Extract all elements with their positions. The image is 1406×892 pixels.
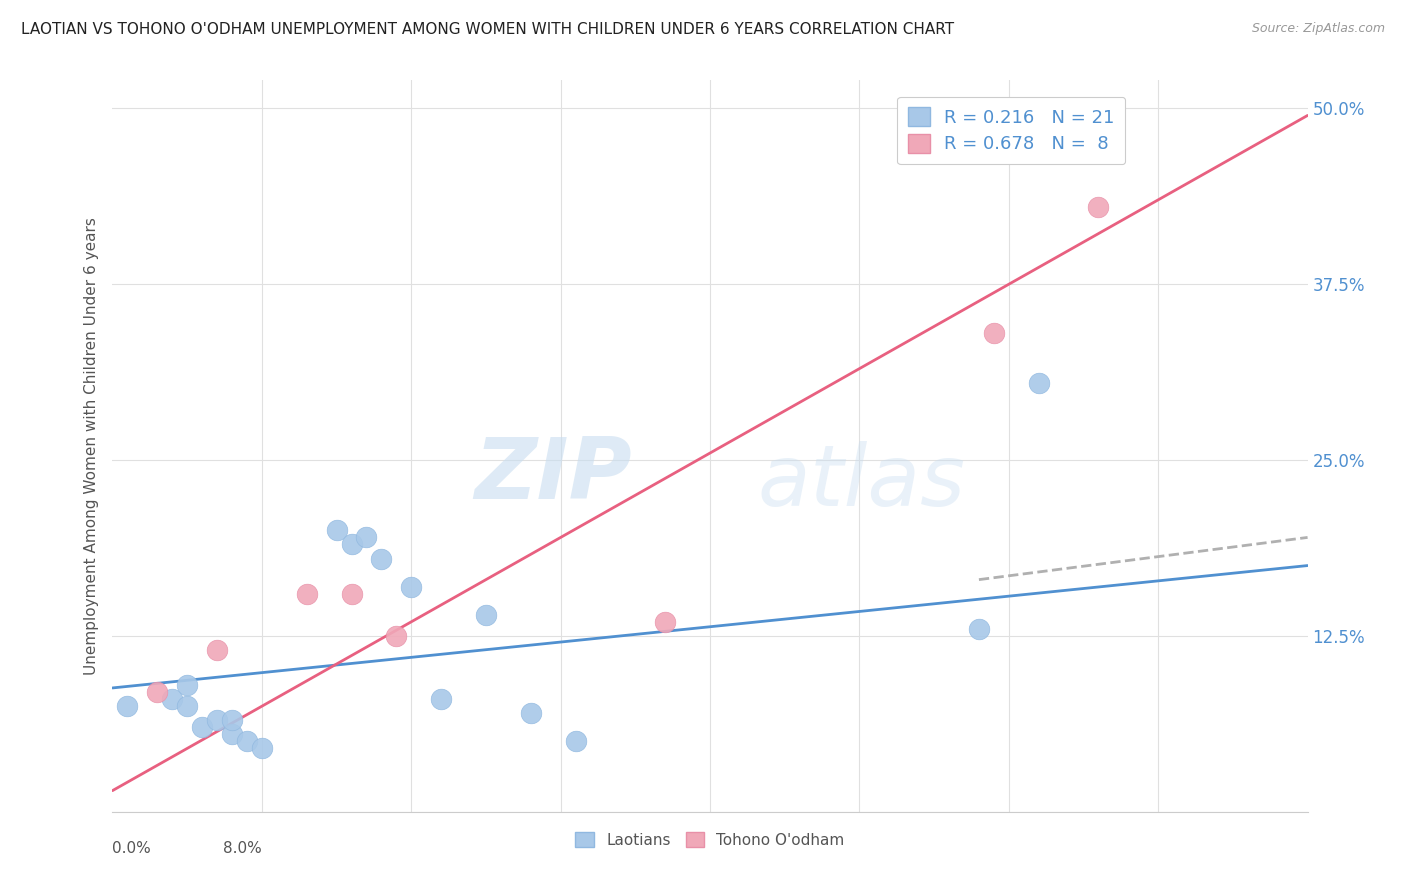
Point xyxy=(475,607,498,622)
Y-axis label: Unemployment Among Women with Children Under 6 years: Unemployment Among Women with Children U… xyxy=(83,217,98,675)
Text: 8.0%: 8.0% xyxy=(224,841,262,856)
Point xyxy=(1028,376,1050,390)
Point xyxy=(205,714,228,728)
Point xyxy=(340,537,363,551)
Text: atlas: atlas xyxy=(758,441,966,524)
Point xyxy=(295,587,318,601)
Legend: Laotians, Tohono O'odham: Laotians, Tohono O'odham xyxy=(568,824,852,855)
Point xyxy=(191,720,214,734)
Point xyxy=(205,643,228,657)
Point xyxy=(221,714,243,728)
Point xyxy=(654,615,676,629)
Point xyxy=(564,734,586,748)
Point xyxy=(325,524,347,538)
Point xyxy=(146,685,169,699)
Text: LAOTIAN VS TOHONO O'ODHAM UNEMPLOYMENT AMONG WOMEN WITH CHILDREN UNDER 6 YEARS C: LAOTIAN VS TOHONO O'ODHAM UNEMPLOYMENT A… xyxy=(21,22,955,37)
Point xyxy=(117,699,139,714)
Point xyxy=(967,622,990,636)
Point xyxy=(162,692,183,706)
Point xyxy=(520,706,543,721)
Point xyxy=(385,629,408,643)
Text: Source: ZipAtlas.com: Source: ZipAtlas.com xyxy=(1251,22,1385,36)
Point xyxy=(221,727,243,741)
Text: 0.0%: 0.0% xyxy=(112,841,152,856)
Point xyxy=(340,587,363,601)
Point xyxy=(176,678,198,692)
Point xyxy=(401,580,423,594)
Point xyxy=(1087,200,1109,214)
Text: ZIP: ZIP xyxy=(475,434,633,516)
Point xyxy=(176,699,198,714)
Point xyxy=(430,692,453,706)
Point xyxy=(236,734,259,748)
Point xyxy=(370,551,392,566)
Point xyxy=(250,741,273,756)
Point xyxy=(356,530,378,544)
Point xyxy=(983,326,1005,341)
